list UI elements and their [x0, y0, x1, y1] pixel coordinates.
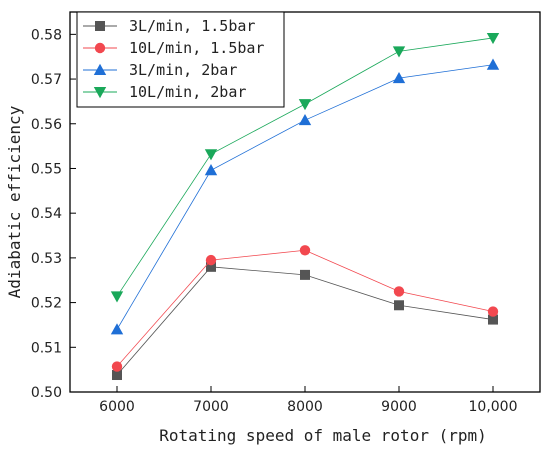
- y-axis-title: Adiabatic efficiency: [5, 105, 24, 298]
- y-tick-label: 0.56: [31, 117, 62, 133]
- data-point: [111, 361, 123, 372]
- series-line: [116, 266, 494, 376]
- series-1: [112, 261, 498, 381]
- axes: 6000 7000 8000 9000 10,000 0.50 0.51 0.52 0.53 0.…: [5, 11, 541, 445]
- data-point: [300, 269, 310, 280]
- x-axis-title: Rotating speed of male rotor (rpm): [159, 426, 487, 445]
- x-tick-label: 6000: [99, 399, 135, 415]
- legend-label: 3L/min, 2bar: [129, 61, 237, 79]
- data-point: [393, 286, 405, 297]
- data-point: [112, 370, 122, 381]
- x-tick-label: 9000: [381, 399, 417, 415]
- data-point: [394, 300, 404, 311]
- series-4: [110, 32, 500, 303]
- y-tick-label: 0.50: [31, 385, 62, 401]
- legend-label: 3L/min, 1.5bar: [129, 17, 255, 35]
- data-point: [299, 245, 311, 256]
- legend: 3L/min, 1.5bar 10L/min, 1.5bar 3L/min, 2ba…: [76, 11, 285, 108]
- y-tick-label: 0.53: [31, 251, 62, 267]
- x-tick-label: 10,000: [469, 399, 518, 415]
- legend-label: 10L/min, 1.5bar: [129, 39, 264, 57]
- legend-marker: [93, 63, 107, 75]
- y-tick-label: 0.51: [31, 340, 62, 356]
- legend-label: 10L/min, 2bar: [129, 83, 246, 101]
- data-point: [392, 71, 406, 84]
- legend-marker: [94, 42, 106, 54]
- legend-marker: [93, 87, 107, 99]
- legend-marker: [95, 21, 105, 31]
- series-3: [110, 58, 500, 335]
- x-tick-label: 7000: [193, 399, 229, 415]
- data-point: [487, 306, 499, 317]
- plot-area: [110, 32, 500, 381]
- data-point: [298, 99, 312, 111]
- y-tick-label: 0.54: [31, 206, 62, 222]
- series-line: [116, 249, 494, 367]
- data-point: [486, 58, 500, 70]
- data-point: [486, 32, 500, 45]
- data-point: [110, 291, 124, 303]
- data-point: [110, 323, 124, 335]
- data-point: [392, 46, 406, 58]
- y-tick-label: 0.58: [31, 27, 62, 43]
- legend-box: [76, 11, 285, 108]
- data-point: [205, 254, 217, 266]
- x-tick-label: 8000: [287, 399, 323, 415]
- y-tick-label: 0.57: [31, 72, 62, 88]
- data-point: [204, 149, 218, 161]
- data-point: [298, 113, 312, 126]
- data-point: [206, 261, 216, 272]
- y-tick-label: 0.52: [31, 296, 62, 312]
- series-2: [111, 245, 499, 372]
- data-point: [488, 314, 498, 325]
- data-point: [204, 164, 218, 176]
- y-tick-label: 0.55: [31, 161, 62, 177]
